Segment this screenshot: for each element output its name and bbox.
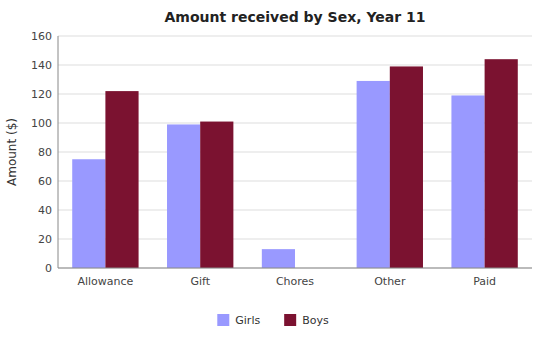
legend-swatch — [284, 314, 296, 326]
x-tick-label: Other — [374, 275, 406, 288]
grid-line — [58, 36, 532, 37]
y-tick-label: 140 — [31, 59, 52, 72]
y-tick-label: 100 — [31, 117, 52, 130]
bar — [390, 66, 423, 268]
y-tick-label: 160 — [31, 30, 52, 43]
legend-swatch — [217, 314, 229, 326]
y-tick-label: 120 — [31, 88, 52, 101]
x-tick-label: Gift — [190, 275, 210, 288]
bar — [167, 124, 200, 268]
legend-label: Boys — [302, 314, 329, 327]
legend: Girls Boys — [217, 314, 329, 327]
chart-svg: Amount received by Sex, Year 11 0 20 40 60 80… — [0, 0, 546, 346]
bar — [72, 159, 105, 268]
bar — [485, 59, 518, 268]
bar — [105, 91, 138, 268]
y-tick-label: 80 — [38, 146, 52, 159]
y-tick-label: 0 — [45, 262, 52, 275]
chart-container: Amount received by Sex, Year 11 0 20 40 60 80… — [0, 0, 546, 346]
bar — [451, 95, 484, 268]
y-tick-label: 20 — [38, 233, 52, 246]
background — [0, 0, 546, 346]
x-tick-label: Paid — [473, 275, 496, 288]
y-tick-label: 40 — [38, 204, 52, 217]
y-axis-label: Amount ($) — [5, 118, 19, 186]
y-tick-label: 60 — [38, 175, 52, 188]
page: {"chart_data": {"type": "bar", "title": … — [0, 0, 546, 346]
grid-line — [58, 268, 532, 269]
bars — [72, 59, 518, 268]
y-axis-line — [58, 36, 59, 268]
title: Amount received by Sex, Year 11 — [165, 9, 426, 25]
legend-label: Girls — [235, 314, 260, 327]
x-axis-line — [58, 268, 532, 269]
bar — [357, 81, 390, 268]
grid — [58, 36, 532, 268]
bar — [200, 122, 233, 268]
x-tick-label: Allowance — [77, 275, 133, 288]
x-tick-label: Chores — [276, 275, 314, 288]
bar — [262, 249, 295, 268]
grid-line — [58, 65, 532, 66]
